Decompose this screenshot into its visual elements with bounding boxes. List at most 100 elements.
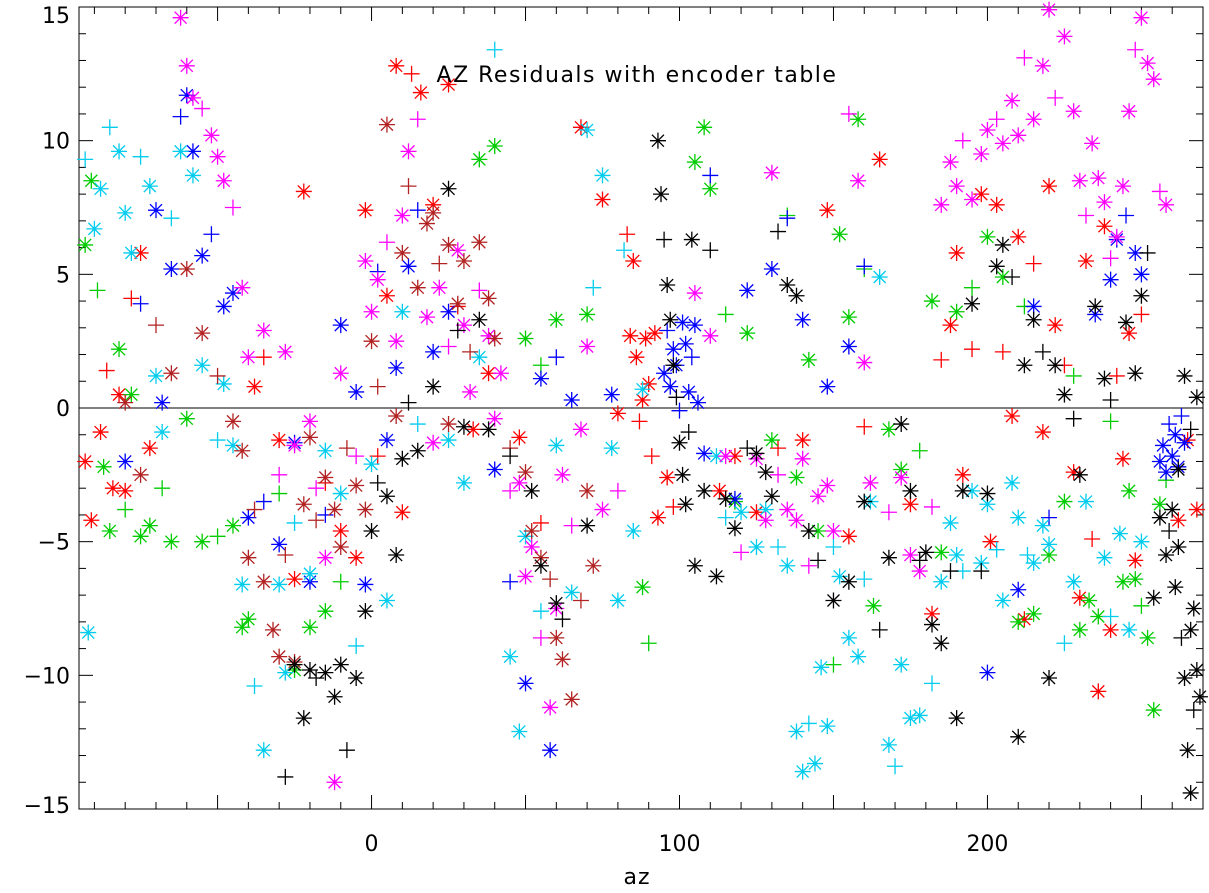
data-point-asterisk bbox=[486, 330, 503, 347]
data-point-asterisk bbox=[831, 226, 848, 243]
data-point-asterisk bbox=[271, 648, 288, 665]
data-point-asterisk bbox=[1121, 482, 1138, 499]
data-point-plus bbox=[554, 611, 571, 628]
data-point-asterisk bbox=[831, 568, 848, 585]
data-point-plus bbox=[954, 132, 971, 149]
data-point-asterisk bbox=[388, 408, 405, 425]
data-point-asterisk bbox=[471, 349, 488, 366]
data-point-asterisk bbox=[1167, 426, 1184, 443]
y-tick-label: −10 bbox=[24, 664, 70, 689]
data-point-asterisk bbox=[948, 710, 965, 727]
data-point-asterisk bbox=[871, 151, 888, 168]
data-point-asterisk bbox=[548, 311, 565, 328]
data-point-plus bbox=[1065, 410, 1082, 427]
data-point-asterisk bbox=[1121, 621, 1138, 638]
data-point-asterisk bbox=[1010, 728, 1027, 745]
data-point-plus bbox=[668, 389, 685, 406]
data-point-asterisk bbox=[277, 664, 294, 681]
data-point-asterisk bbox=[637, 330, 654, 347]
data-point-plus bbox=[717, 509, 734, 526]
data-point-asterisk bbox=[378, 432, 395, 449]
data-point-plus bbox=[1102, 608, 1119, 625]
data-point-asterisk bbox=[1096, 218, 1113, 235]
data-point-asterisk bbox=[979, 664, 996, 681]
y-tick-label: 5 bbox=[56, 263, 70, 288]
data-point-asterisk bbox=[77, 453, 94, 470]
data-point-asterisk bbox=[763, 260, 780, 277]
data-point-asterisk bbox=[1191, 688, 1208, 705]
data-point-asterisk bbox=[147, 202, 164, 219]
data-point-asterisk bbox=[240, 549, 257, 566]
chart-title: AZ Residuals with encoder table bbox=[437, 63, 838, 88]
data-point-plus bbox=[277, 547, 294, 564]
data-point-asterisk bbox=[696, 119, 713, 136]
data-point-asterisk bbox=[671, 434, 688, 451]
data-point-asterisk bbox=[1145, 589, 1162, 606]
data-point-asterisk bbox=[800, 351, 817, 368]
data-point-asterisk bbox=[794, 311, 811, 328]
data-point-asterisk bbox=[1164, 448, 1181, 465]
data-point-plus bbox=[369, 448, 386, 465]
data-point-asterisk bbox=[388, 57, 405, 74]
data-point-asterisk bbox=[418, 215, 435, 232]
data-point-asterisk bbox=[603, 386, 620, 403]
data-point-asterisk bbox=[317, 549, 334, 566]
data-point-plus bbox=[332, 573, 349, 590]
data-point-asterisk bbox=[988, 258, 1005, 275]
data-point-asterisk bbox=[911, 707, 928, 724]
data-point-asterisk bbox=[563, 584, 580, 601]
data-point-asterisk bbox=[1025, 555, 1042, 572]
data-point-asterisk bbox=[748, 504, 765, 521]
data-point-asterisk bbox=[1164, 501, 1181, 518]
data-point-asterisk bbox=[449, 295, 466, 312]
data-point-asterisk bbox=[348, 670, 365, 687]
data-point-asterisk bbox=[1010, 581, 1027, 598]
data-point-asterisk bbox=[649, 132, 666, 149]
data-point-asterisk bbox=[132, 466, 149, 483]
data-point-asterisk bbox=[215, 298, 232, 315]
data-point-plus bbox=[532, 357, 549, 374]
data-point-asterisk bbox=[585, 557, 602, 574]
data-point-plus bbox=[572, 592, 589, 609]
y-tick-label: −5 bbox=[38, 531, 70, 556]
data-point-asterisk bbox=[1154, 437, 1171, 454]
data-point-asterisk bbox=[486, 461, 503, 478]
data-point-asterisk bbox=[418, 309, 435, 326]
data-point-asterisk bbox=[1176, 670, 1193, 687]
data-point-asterisk bbox=[240, 611, 257, 628]
data-point-plus bbox=[1161, 522, 1178, 539]
data-point-asterisk bbox=[440, 416, 457, 433]
data-point-plus bbox=[348, 448, 365, 465]
data-point-asterisk bbox=[215, 172, 232, 189]
data-point-plus bbox=[656, 231, 673, 248]
data-point-asterisk bbox=[973, 186, 990, 203]
data-point-asterisk bbox=[409, 279, 426, 296]
data-point-plus bbox=[172, 108, 189, 125]
data-point-plus bbox=[1034, 343, 1051, 360]
x-tick-label: 0 bbox=[365, 832, 379, 857]
data-point-asterisk bbox=[271, 536, 288, 553]
data-point-asterisk bbox=[95, 458, 112, 475]
data-point-asterisk bbox=[83, 512, 100, 529]
data-point-asterisk bbox=[480, 421, 497, 438]
data-point-plus bbox=[640, 635, 657, 652]
data-point-asterisk bbox=[1087, 298, 1104, 315]
data-point-asterisk bbox=[357, 252, 374, 269]
data-point-asterisk bbox=[702, 180, 719, 197]
data-point-plus bbox=[988, 541, 1005, 558]
data-point-asterisk bbox=[286, 571, 303, 588]
data-point-asterisk bbox=[665, 357, 682, 374]
data-point-plus bbox=[77, 151, 94, 168]
data-point-plus bbox=[286, 514, 303, 531]
data-point-asterisk bbox=[184, 143, 201, 160]
data-point-plus bbox=[1025, 255, 1042, 272]
data-point-asterisk bbox=[649, 509, 666, 526]
data-point-asterisk bbox=[686, 154, 703, 171]
data-point-asterisk bbox=[850, 648, 867, 665]
data-point-plus bbox=[770, 223, 787, 240]
data-point-asterisk bbox=[1111, 525, 1128, 542]
data-point-plus bbox=[271, 485, 288, 502]
data-point-asterisk bbox=[1170, 539, 1187, 556]
data-point-plus bbox=[964, 279, 981, 296]
data-point-asterisk bbox=[1139, 629, 1156, 646]
